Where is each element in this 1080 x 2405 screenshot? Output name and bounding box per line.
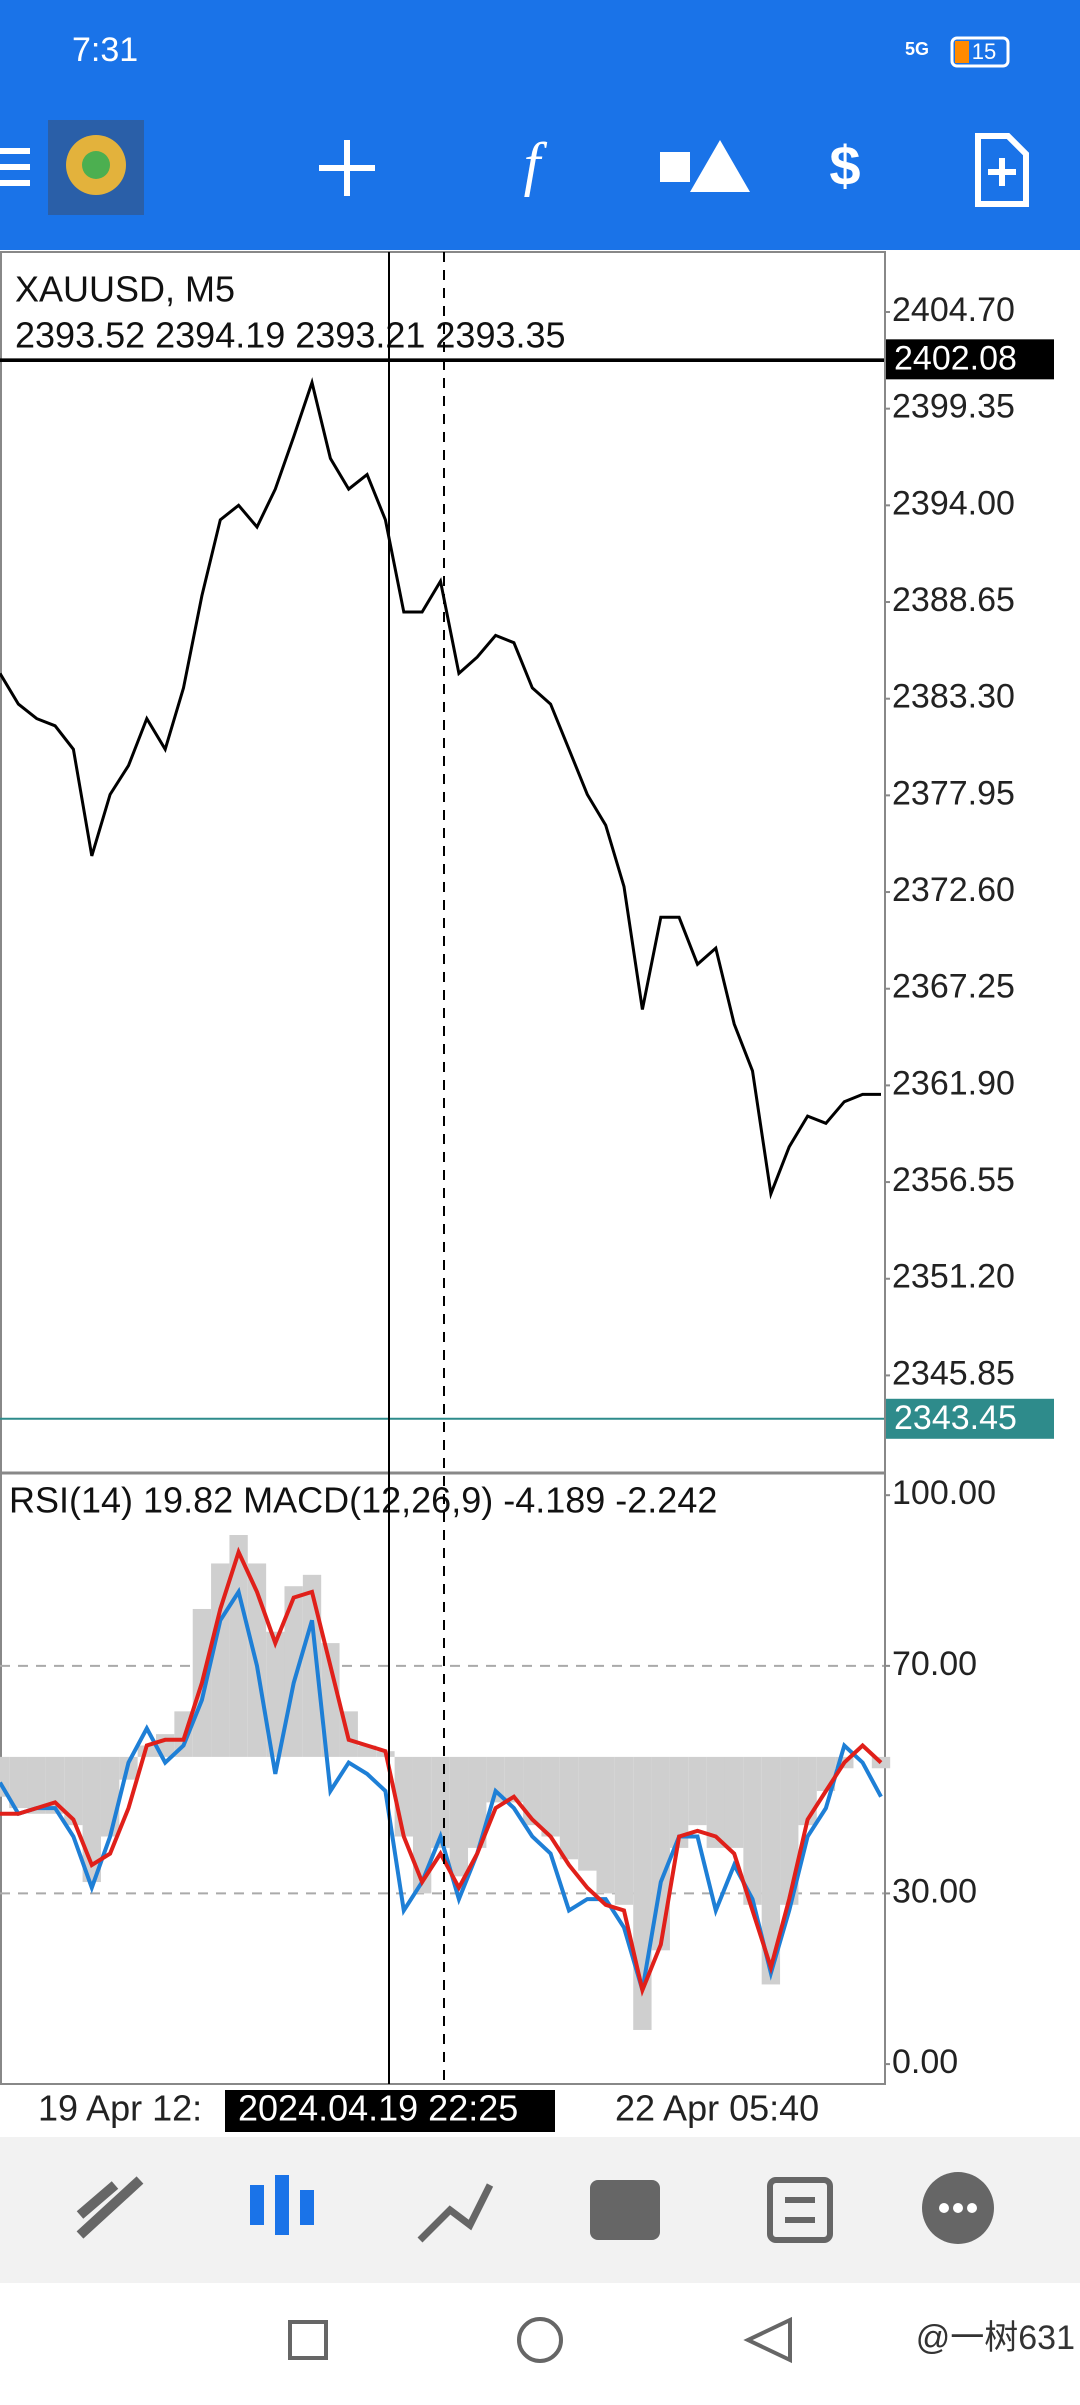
y-tick-label: 2377.95 bbox=[892, 774, 1015, 812]
y-tick-label: 2372.60 bbox=[892, 871, 1015, 909]
histogram-bar bbox=[614, 1756, 634, 1905]
nav-chat[interactable] bbox=[922, 2172, 994, 2244]
price-label-bg bbox=[886, 1398, 1054, 1439]
histogram-bar bbox=[669, 1756, 689, 1848]
y-tick-label: 0.00 bbox=[892, 2043, 958, 2081]
menu-button[interactable] bbox=[0, 148, 30, 186]
network: 5G bbox=[905, 39, 929, 59]
nav-history[interactable] bbox=[590, 2180, 660, 2240]
price-label: 2343.45 bbox=[894, 1399, 1017, 1437]
nav-news[interactable] bbox=[767, 2177, 833, 2243]
histogram-bar bbox=[302, 1574, 322, 1757]
battery-level bbox=[955, 41, 969, 63]
header bbox=[0, 0, 1080, 250]
x-tick-label: 2024.04.19 22:25 bbox=[238, 2088, 518, 2129]
recents-button[interactable] bbox=[288, 2320, 328, 2360]
objects-tool[interactable] bbox=[660, 140, 750, 192]
panel-title: XAUUSD, M5 bbox=[15, 269, 235, 310]
histogram-bar bbox=[780, 1756, 799, 1905]
watermark: @一树631 bbox=[916, 2319, 1075, 2357]
home-button[interactable] bbox=[517, 2317, 563, 2363]
histogram-bar bbox=[541, 1756, 560, 1837]
histogram-bar bbox=[357, 1745, 377, 1757]
histogram-bar bbox=[266, 1631, 285, 1757]
histogram-bar bbox=[486, 1756, 505, 1803]
histogram-bar bbox=[706, 1756, 725, 1848]
histogram-bar bbox=[45, 1756, 65, 1814]
crosshair-time-bg bbox=[225, 2090, 555, 2132]
histogram-bar bbox=[688, 1756, 707, 1826]
nav-chart[interactable] bbox=[250, 2175, 314, 2235]
histogram-bar bbox=[449, 1756, 469, 1877]
histogram-bar bbox=[229, 1535, 248, 1757]
histogram-bar bbox=[9, 1756, 28, 1809]
battery-icon bbox=[950, 36, 1010, 68]
y-tick-label: 2367.25 bbox=[892, 968, 1015, 1006]
series-line bbox=[0, 1586, 883, 1991]
histogram-bar bbox=[578, 1756, 597, 1871]
back-button[interactable] bbox=[743, 2316, 792, 2364]
panel-subtitle: 2393.52 2394.19 2393.21 2393.35 bbox=[15, 315, 566, 356]
nav-quotes[interactable] bbox=[76, 2176, 144, 2239]
clock: 7:31 bbox=[72, 31, 138, 69]
battery: 15 bbox=[972, 39, 996, 64]
y-tick-label: 2394.00 bbox=[892, 484, 1015, 522]
y-tick-label: 2356.55 bbox=[892, 1161, 1015, 1199]
x-tick-label: 22 Apr 05:40 bbox=[615, 2088, 819, 2129]
chart-area: 2404.70 2399.35 2394.00 2388.65 2383.30 2377.… bbox=[0, 251, 1054, 2132]
price-label: 2402.08 bbox=[894, 339, 1017, 377]
histogram-bar bbox=[468, 1756, 487, 1848]
new-order-tool[interactable] bbox=[975, 133, 1029, 207]
series-line bbox=[0, 377, 881, 1200]
histogram-bar bbox=[596, 1756, 615, 1894]
histogram-bar bbox=[743, 1756, 762, 1905]
histogram-bar bbox=[559, 1756, 579, 1860]
y-tick-label: 70.00 bbox=[892, 1645, 977, 1683]
crosshair-tool[interactable] bbox=[319, 140, 375, 196]
series-line bbox=[0, 1546, 883, 1997]
y-tick-label: 2351.20 bbox=[892, 1258, 1015, 1296]
panel-title: RSI(14) 19.82 MACD(12,26,9) -4.189 -2.24… bbox=[9, 1480, 717, 1521]
histogram-bar bbox=[27, 1756, 46, 1814]
system-nav bbox=[0, 2283, 1080, 2400]
x-tick-label: 19 Apr 12: bbox=[38, 2088, 202, 2129]
histogram-bar bbox=[798, 1756, 817, 1826]
y-tick-label: 2383.30 bbox=[892, 678, 1015, 716]
histogram-bar bbox=[724, 1756, 744, 1848]
trade-tool[interactable]: $ bbox=[829, 134, 860, 197]
y-tick-label: 30.00 bbox=[892, 1872, 977, 1910]
histogram-bar bbox=[412, 1756, 432, 1894]
nav-trade[interactable] bbox=[417, 2183, 494, 2243]
histogram-bar bbox=[761, 1756, 781, 1985]
histogram-bar bbox=[0, 1756, 10, 1797]
histogram-bar bbox=[504, 1756, 524, 1803]
histogram-bar bbox=[523, 1756, 542, 1826]
price-label-bg bbox=[886, 339, 1054, 380]
y-tick-label: 2388.65 bbox=[892, 581, 1015, 619]
app-logo[interactable] bbox=[48, 120, 144, 215]
y-tick-label: 100.00 bbox=[892, 1474, 996, 1512]
y-tick-label: 2345.85 bbox=[892, 1354, 1015, 1392]
y-tick-label: 2404.70 bbox=[892, 291, 1015, 329]
histogram-bar bbox=[321, 1643, 340, 1757]
y-tick-label: 2361.90 bbox=[892, 1064, 1015, 1102]
y-tick-label: 2399.35 bbox=[892, 388, 1015, 426]
histogram-bar bbox=[64, 1756, 83, 1826]
histogram-bar bbox=[394, 1756, 413, 1837]
histogram-bar bbox=[100, 1756, 120, 1837]
histogram-bar bbox=[431, 1756, 450, 1848]
bottom-nav bbox=[0, 2137, 1080, 2283]
